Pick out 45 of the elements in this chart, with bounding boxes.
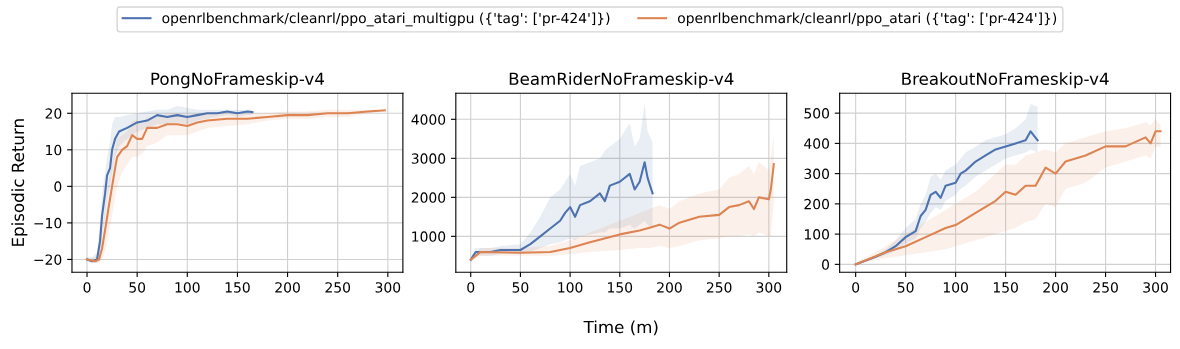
x-tick-label: 150 — [993, 282, 1018, 293]
x-tick-label: 150 — [225, 282, 250, 293]
x-tick-label: 250 — [325, 282, 351, 293]
y-tick-label: 300 — [804, 168, 830, 180]
y-tick-label: 4000 — [411, 114, 446, 125]
legend-label: openrlbenchmark/cleanrl/ppo_atari_multigpu ({'tag': ['pr-424']}) — [162, 12, 610, 27]
x-tick-label: 200 — [275, 282, 300, 293]
x-axis-title: Time (m) — [583, 320, 658, 336]
x-tick-label: 200 — [657, 282, 682, 293]
y-tick-label: 0 — [54, 181, 62, 192]
x-tick-label: 100 — [175, 282, 200, 293]
x-tick-label: 200 — [1043, 282, 1068, 293]
x-tick-label: 300 — [1143, 282, 1168, 293]
x-tick-label: 0 — [83, 282, 91, 293]
chart-title: BreakoutNoFrameskip-v4 — [902, 72, 1109, 89]
y-tick-label: −20 — [34, 254, 62, 265]
x-tick-label: 150 — [608, 282, 633, 293]
legend-label: openrlbenchmark/cleanrl/ppo_atari ({'tag': ['pr-424']}) — [677, 12, 1057, 27]
y-tick-label: 3000 — [411, 153, 446, 164]
line-series — [469, 161, 654, 261]
y-tick-label: 100 — [804, 229, 830, 240]
chart-title: BeamRiderNoFrameskip-v4 — [509, 72, 734, 89]
x-tick-label: 50 — [897, 282, 914, 293]
y-tick-label: 20 — [45, 108, 62, 119]
y-tick-label: 400 — [804, 138, 830, 149]
y-tick-label: 1000 — [412, 231, 446, 242]
x-tick-label: 50 — [512, 282, 529, 293]
x-tick-label: 250 — [706, 282, 732, 293]
y-tick-label: 500 — [804, 108, 830, 119]
y-tick-label: 2000 — [411, 192, 446, 203]
y-tick-label: 200 — [804, 198, 830, 210]
x-tick-label: 300 — [375, 282, 401, 293]
x-tick-label: 300 — [756, 282, 782, 293]
x-tick-label: 0 — [852, 282, 860, 293]
x-tick-label: 100 — [943, 282, 968, 293]
x-tick-label: 250 — [1093, 282, 1118, 293]
y-axis-title: Episodic Return — [11, 119, 28, 246]
y-tick-label: 0 — [822, 259, 830, 270]
x-tick-label: 100 — [558, 282, 583, 293]
x-tick-label: 0 — [467, 282, 475, 293]
x-tick-label: 50 — [129, 282, 146, 293]
chart-title: PongNoFrameskip-v4 — [151, 72, 324, 89]
line-series — [469, 163, 775, 261]
y-tick-label: 10 — [46, 144, 62, 156]
y-tick-label: −10 — [34, 217, 62, 229]
